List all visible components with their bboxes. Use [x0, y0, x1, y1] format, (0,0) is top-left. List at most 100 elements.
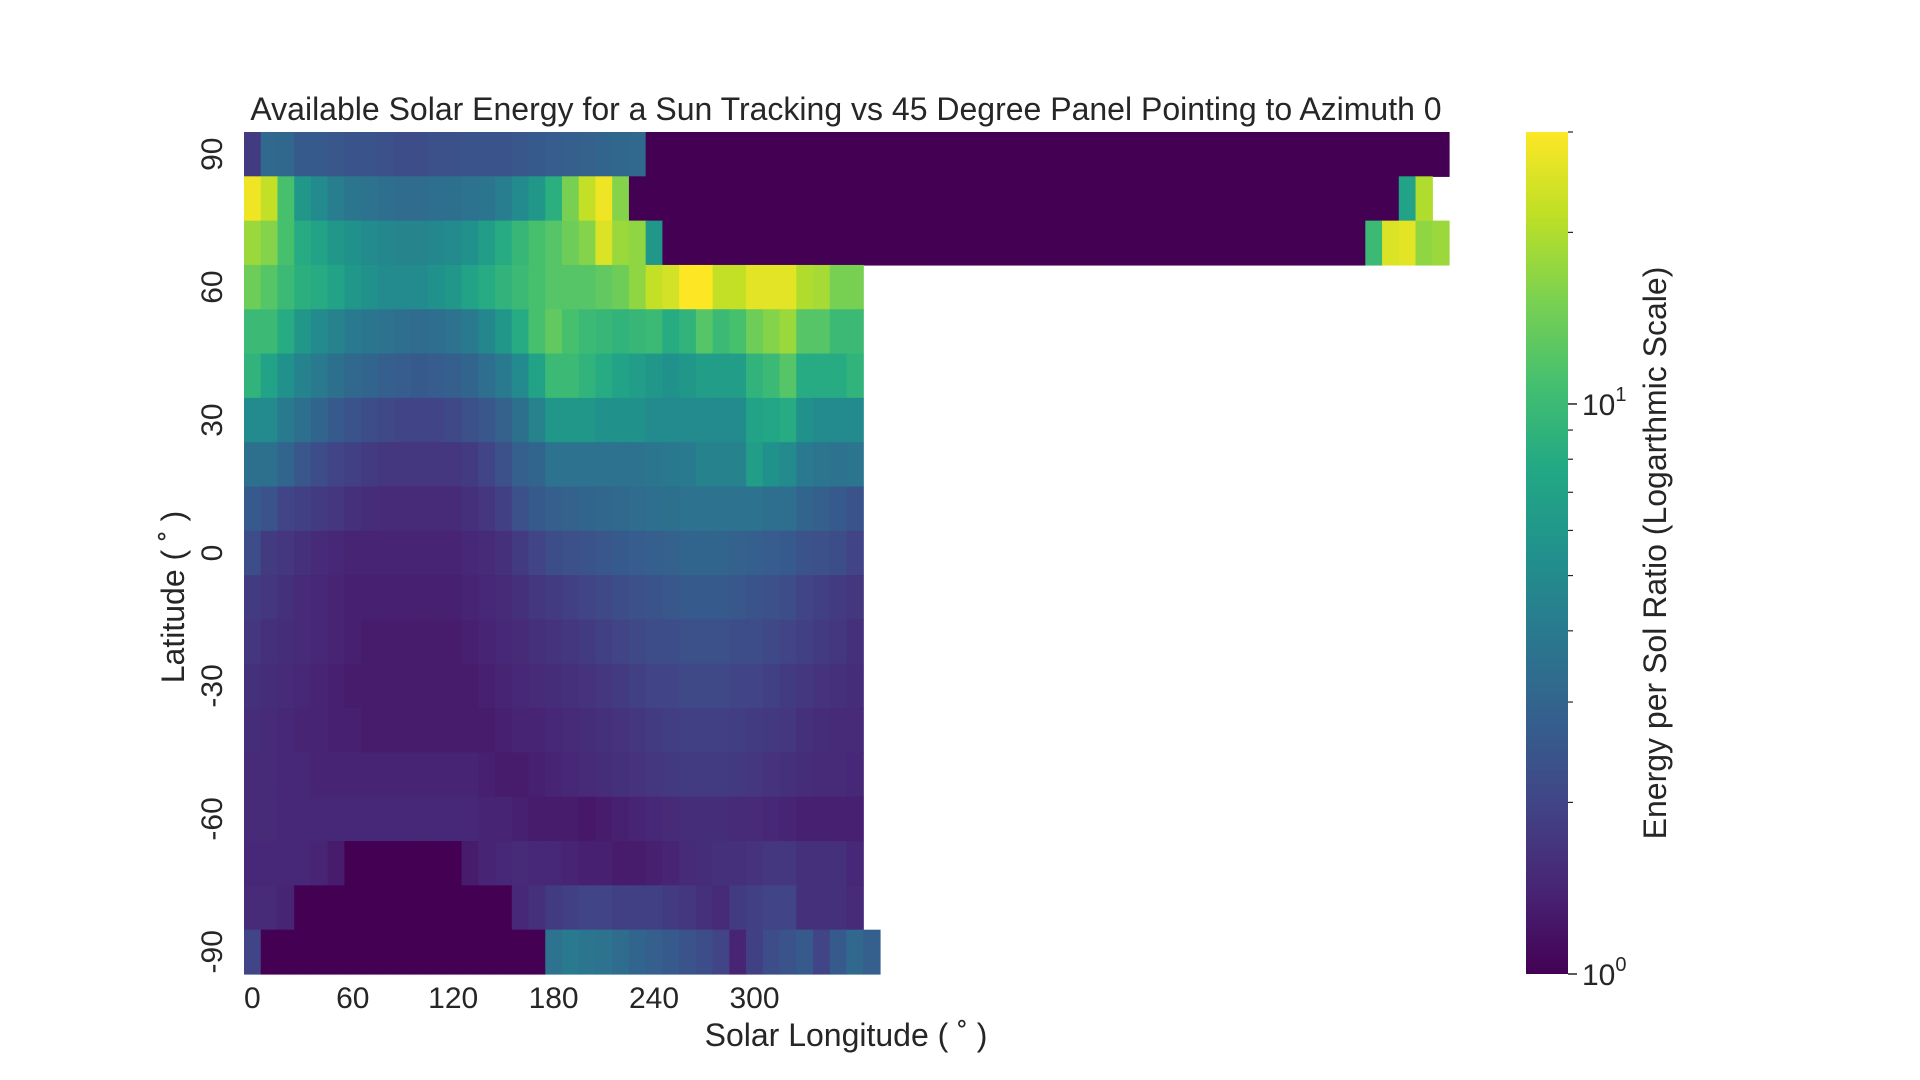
heatmap-cell — [310, 841, 329, 886]
heatmap-cell — [244, 264, 262, 310]
heatmap-cell — [712, 309, 730, 355]
heatmap-cell — [277, 619, 295, 665]
heatmap-cell — [662, 663, 680, 709]
heatmap-cell — [628, 885, 647, 931]
heatmap-cell — [561, 442, 580, 488]
heatmap-cell — [377, 132, 396, 177]
heatmap-cell — [1114, 176, 1132, 222]
heatmap-cell — [444, 132, 463, 177]
heatmap-cell — [478, 796, 496, 842]
heatmap-cell — [294, 663, 312, 709]
heatmap-cell — [679, 619, 697, 665]
heatmap-cell — [863, 220, 881, 266]
colorbar-label: Energy per Sol Ratio (Logarthmic Scale) — [1637, 267, 1673, 840]
heatmap-cell — [461, 220, 479, 266]
heatmap-cell — [1298, 176, 1316, 222]
heatmap-cell — [344, 264, 362, 310]
heatmap-cell — [561, 929, 580, 975]
heatmap-cell — [712, 397, 730, 443]
heatmap-cell — [1164, 220, 1182, 266]
heatmap-cell — [411, 397, 429, 443]
heatmap-cell — [729, 929, 747, 975]
heatmap-cell — [813, 530, 831, 576]
heatmap-cell — [394, 264, 412, 310]
heatmap-cell — [294, 397, 312, 443]
heatmap-cell — [679, 132, 697, 177]
heatmap-cell — [411, 841, 429, 886]
heatmap-cell — [444, 220, 463, 266]
heatmap-cell — [511, 442, 530, 488]
heatmap-cell — [377, 929, 396, 975]
heatmap-cell — [294, 530, 312, 576]
heatmap-cell — [428, 663, 446, 709]
heatmap-cell — [377, 885, 396, 931]
heatmap-cell — [779, 929, 797, 975]
heatmap-cell — [310, 530, 329, 576]
heatmap-cell — [846, 796, 864, 842]
heatmap-cell — [1080, 132, 1099, 177]
heatmap-cell — [980, 220, 998, 266]
heatmap-cell — [729, 353, 747, 399]
heatmap-cell — [294, 309, 312, 355]
heatmap-cell — [662, 708, 680, 754]
heatmap-cell — [344, 309, 362, 355]
heatmap-cell — [729, 486, 747, 532]
y-tick-label: 90 — [196, 138, 229, 171]
heatmap-cell — [612, 841, 630, 886]
heatmap-cell — [879, 220, 898, 266]
heatmap-cell — [746, 176, 764, 222]
heatmap-cell — [695, 885, 714, 931]
heatmap-cell — [394, 132, 412, 177]
heatmap-cell — [260, 841, 279, 886]
heatmap-cell — [444, 486, 463, 532]
x-tick-label: 300 — [729, 982, 779, 1015]
heatmap-cell — [327, 132, 346, 177]
heatmap-cell — [1231, 176, 1249, 222]
heatmap-cell — [679, 929, 697, 975]
heatmap-cell — [1147, 176, 1166, 222]
heatmap-cell — [461, 796, 479, 842]
heatmap-cell — [729, 309, 747, 355]
heatmap-cell — [511, 264, 530, 310]
heatmap-cell — [361, 176, 379, 222]
heatmap-cell — [561, 486, 580, 532]
heatmap-cell — [411, 619, 429, 665]
heatmap-cell — [762, 841, 781, 886]
heatmap-cell — [511, 929, 530, 975]
heatmap-cell — [746, 663, 764, 709]
heatmap-cell — [679, 708, 697, 754]
heatmap-cell — [495, 397, 513, 443]
heatmap-cell — [478, 397, 496, 443]
heatmap-cell — [260, 309, 279, 355]
heatmap-cell — [511, 841, 530, 886]
heatmap-cell — [1164, 176, 1182, 222]
heatmap-cell — [361, 220, 379, 266]
colorbar — [1526, 132, 1568, 974]
heatmap-cell — [662, 132, 680, 177]
heatmap-cell — [679, 486, 697, 532]
heatmap-cell — [796, 663, 814, 709]
heatmap-cell — [846, 442, 864, 488]
heatmap-cell — [411, 176, 429, 222]
heatmap-cell — [394, 176, 412, 222]
heatmap-cell — [428, 575, 446, 621]
heatmap-cell — [294, 442, 312, 488]
heatmap-cell — [1030, 176, 1048, 222]
heatmap-cell — [361, 397, 379, 443]
heatmap-cell — [545, 575, 563, 621]
heatmap-cell — [1365, 132, 1383, 177]
heatmap-cell — [461, 663, 479, 709]
heatmap-cell — [277, 575, 295, 621]
heatmap-cell — [997, 132, 1015, 177]
heatmap-cell — [612, 663, 630, 709]
heatmap-cell — [930, 220, 948, 266]
heatmap-cell — [813, 220, 831, 266]
heatmap-cell — [729, 796, 747, 842]
heatmap-cell — [645, 530, 664, 576]
heatmap-cell — [528, 929, 546, 975]
heatmap-cell — [645, 442, 664, 488]
heatmap-cell — [679, 353, 697, 399]
heatmap-cell — [260, 796, 279, 842]
heatmap-cell — [495, 530, 513, 576]
heatmap-cell — [394, 752, 412, 798]
